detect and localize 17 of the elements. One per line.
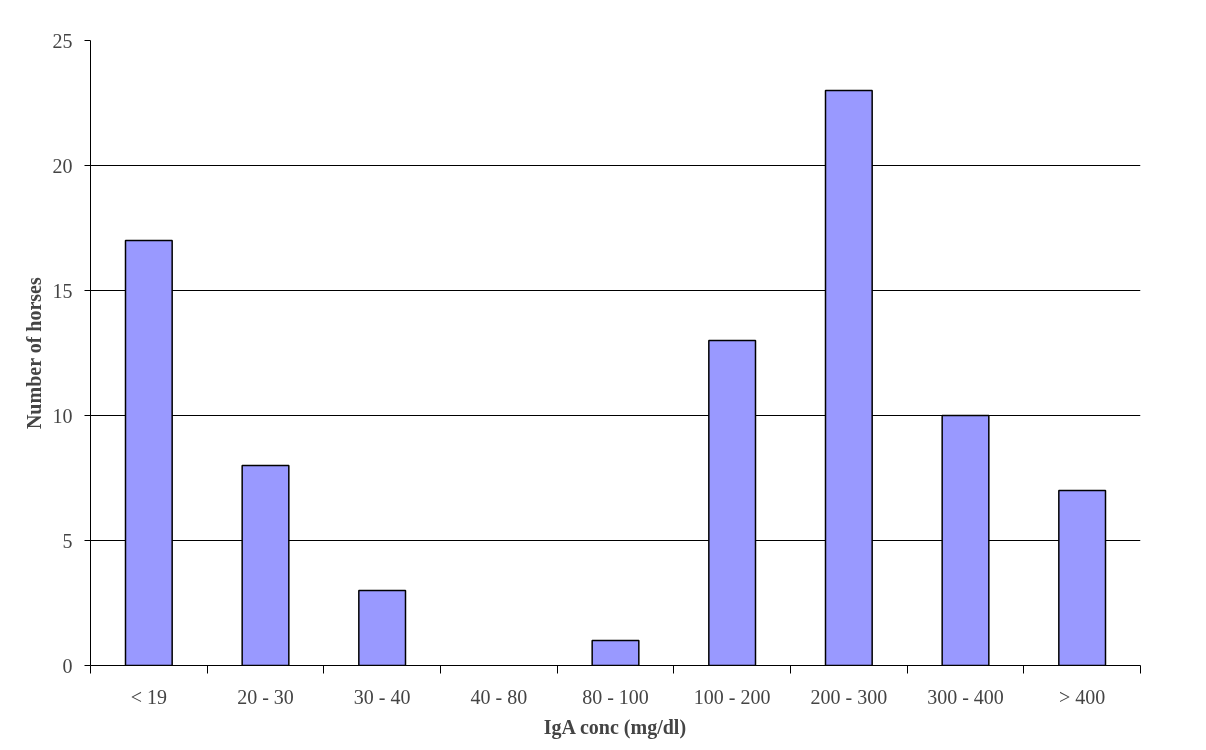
y-axis-title: Number of horses: [22, 277, 45, 430]
y-tick-label: 15: [52, 279, 73, 302]
y-tick-label: 25: [52, 29, 73, 52]
x-tick-label: < 19: [130, 685, 167, 708]
y-tick-label: 20: [52, 154, 73, 177]
x-axis-title: IgA conc (mg/dl): [543, 715, 687, 739]
x-tick-label: 30 - 40: [353, 685, 411, 708]
x-tick-label: 300 - 400: [927, 685, 1004, 708]
y-tick-label: 10: [52, 404, 73, 427]
x-tick-label: 40 - 80: [470, 685, 528, 708]
x-tick-label: > 400: [1059, 685, 1106, 708]
y-tick-label: 0: [62, 654, 73, 677]
x-tick-label: 80 - 100: [582, 685, 649, 708]
y-tick-label: 5: [62, 529, 73, 552]
x-tick-label: 200 - 300: [810, 685, 888, 708]
x-tick-label: 100 - 200: [693, 685, 771, 708]
x-tick-label: 20 - 30: [237, 685, 294, 708]
